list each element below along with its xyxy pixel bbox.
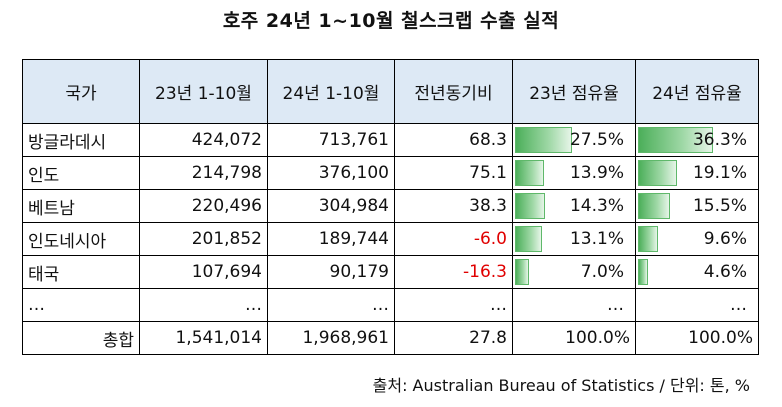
share-label: 13.9% xyxy=(569,162,624,183)
value-24-cell: 304,984 xyxy=(267,189,395,223)
share24-cell: 9.6% xyxy=(635,222,759,256)
share-label: 7.0% xyxy=(580,261,624,282)
share-label: 19.1% xyxy=(692,162,747,183)
col-header-share24: 24년 점유율 xyxy=(635,59,759,124)
share-bar xyxy=(638,160,677,186)
share23-cell: 13.9% xyxy=(512,156,636,190)
col-header-yoy: 전년동기비 xyxy=(394,59,513,124)
value-23-cell: 201,852 xyxy=(139,222,268,256)
total-24: 1,968,961 xyxy=(267,321,395,355)
share-bar xyxy=(515,226,542,252)
share-bar xyxy=(515,193,545,219)
country-cell: 태국 xyxy=(22,255,140,289)
country-cell: 베트남 xyxy=(22,189,140,223)
share-bar xyxy=(638,226,658,252)
value-24-cell: … xyxy=(267,288,395,322)
share23-cell: … xyxy=(512,288,636,322)
table-row: 태국 107,694 90,179 -16.3 7.0% 4.6% xyxy=(22,255,759,289)
share-label: … xyxy=(607,294,624,315)
total-share23: 100.0% xyxy=(512,321,636,355)
yoy-cell: -6.0 xyxy=(394,222,513,256)
share-bar xyxy=(638,127,713,153)
table-row: 인도 214,798 376,100 75.1 13.9% 19.1% xyxy=(22,156,759,190)
total-23: 1,541,014 xyxy=(139,321,268,355)
col-header-24: 24년 1-10월 xyxy=(267,59,395,124)
total-row: 총합 1,541,014 1,968,961 27.8 100.0% 100.0… xyxy=(22,321,759,355)
table-row: 방글라데시 424,072 713,761 68.3 27.5% 36.3% xyxy=(22,123,759,157)
value-24-cell: 189,744 xyxy=(267,222,395,256)
total-share24: 100.0% xyxy=(635,321,759,355)
yoy-cell: … xyxy=(394,288,513,322)
share-bar xyxy=(515,259,529,285)
source-note: 출처: Australian Bureau of Statistics / 단위… xyxy=(372,376,750,395)
country-cell: 방글라데시 xyxy=(22,123,140,157)
share24-cell: 15.5% xyxy=(635,189,759,223)
share-label: 9.6% xyxy=(703,228,747,249)
share23-cell: 27.5% xyxy=(512,123,636,157)
country-cell: … xyxy=(22,288,140,322)
value-23-cell: 214,798 xyxy=(139,156,268,190)
share23-cell: 14.3% xyxy=(512,189,636,223)
value-23-cell: 220,496 xyxy=(139,189,268,223)
value-23-cell: 107,694 xyxy=(139,255,268,289)
share-bar xyxy=(638,259,648,285)
col-header-23: 23년 1-10월 xyxy=(139,59,268,124)
value-24-cell: 713,761 xyxy=(267,123,395,157)
country-cell: 인도 xyxy=(22,156,140,190)
export-table: 국가 23년 1-10월 24년 1-10월 전년동기비 23년 점유율 24년… xyxy=(22,59,759,355)
col-header-country: 국가 xyxy=(22,59,140,124)
total-label: 총합 xyxy=(22,321,140,355)
yoy-cell: -16.3 xyxy=(394,255,513,289)
share-bar xyxy=(638,193,670,219)
share23-cell: 13.1% xyxy=(512,222,636,256)
share-label: 4.6% xyxy=(703,261,747,282)
share24-cell: 36.3% xyxy=(635,123,759,157)
header-row: 국가 23년 1-10월 24년 1-10월 전년동기비 23년 점유율 24년… xyxy=(22,59,759,124)
share-label: 13.1% xyxy=(569,228,624,249)
col-header-share23: 23년 점유율 xyxy=(512,59,636,124)
table-row: 베트남 220,496 304,984 38.3 14.3% 15.5% xyxy=(22,189,759,223)
share-label: 14.3% xyxy=(569,195,624,216)
share23-cell: 7.0% xyxy=(512,255,636,289)
value-23-cell: … xyxy=(139,288,268,322)
share-label: 15.5% xyxy=(692,195,747,216)
share-bar xyxy=(515,160,544,186)
share-label: 27.5% xyxy=(569,129,624,150)
share-label: 36.3% xyxy=(692,129,747,150)
yoy-cell: 38.3 xyxy=(394,189,513,223)
yoy-cell: 75.1 xyxy=(394,156,513,190)
yoy-cell: 68.3 xyxy=(394,123,513,157)
share24-cell: 4.6% xyxy=(635,255,759,289)
share24-cell: … xyxy=(635,288,759,322)
chart-title: 호주 24년 1~10월 철스크랩 수출 실적 xyxy=(222,10,560,32)
country-cell: 인도네시아 xyxy=(22,222,140,256)
table-row: 인도네시아 201,852 189,744 -6.0 13.1% 9.6% xyxy=(22,222,759,256)
value-24-cell: 376,100 xyxy=(267,156,395,190)
value-23-cell: 424,072 xyxy=(139,123,268,157)
value-24-cell: 90,179 xyxy=(267,255,395,289)
share-label: … xyxy=(730,294,747,315)
table-row: ……………… xyxy=(22,288,759,322)
total-yoy: 27.8 xyxy=(394,321,513,355)
share-bar xyxy=(515,127,572,153)
share24-cell: 19.1% xyxy=(635,156,759,190)
